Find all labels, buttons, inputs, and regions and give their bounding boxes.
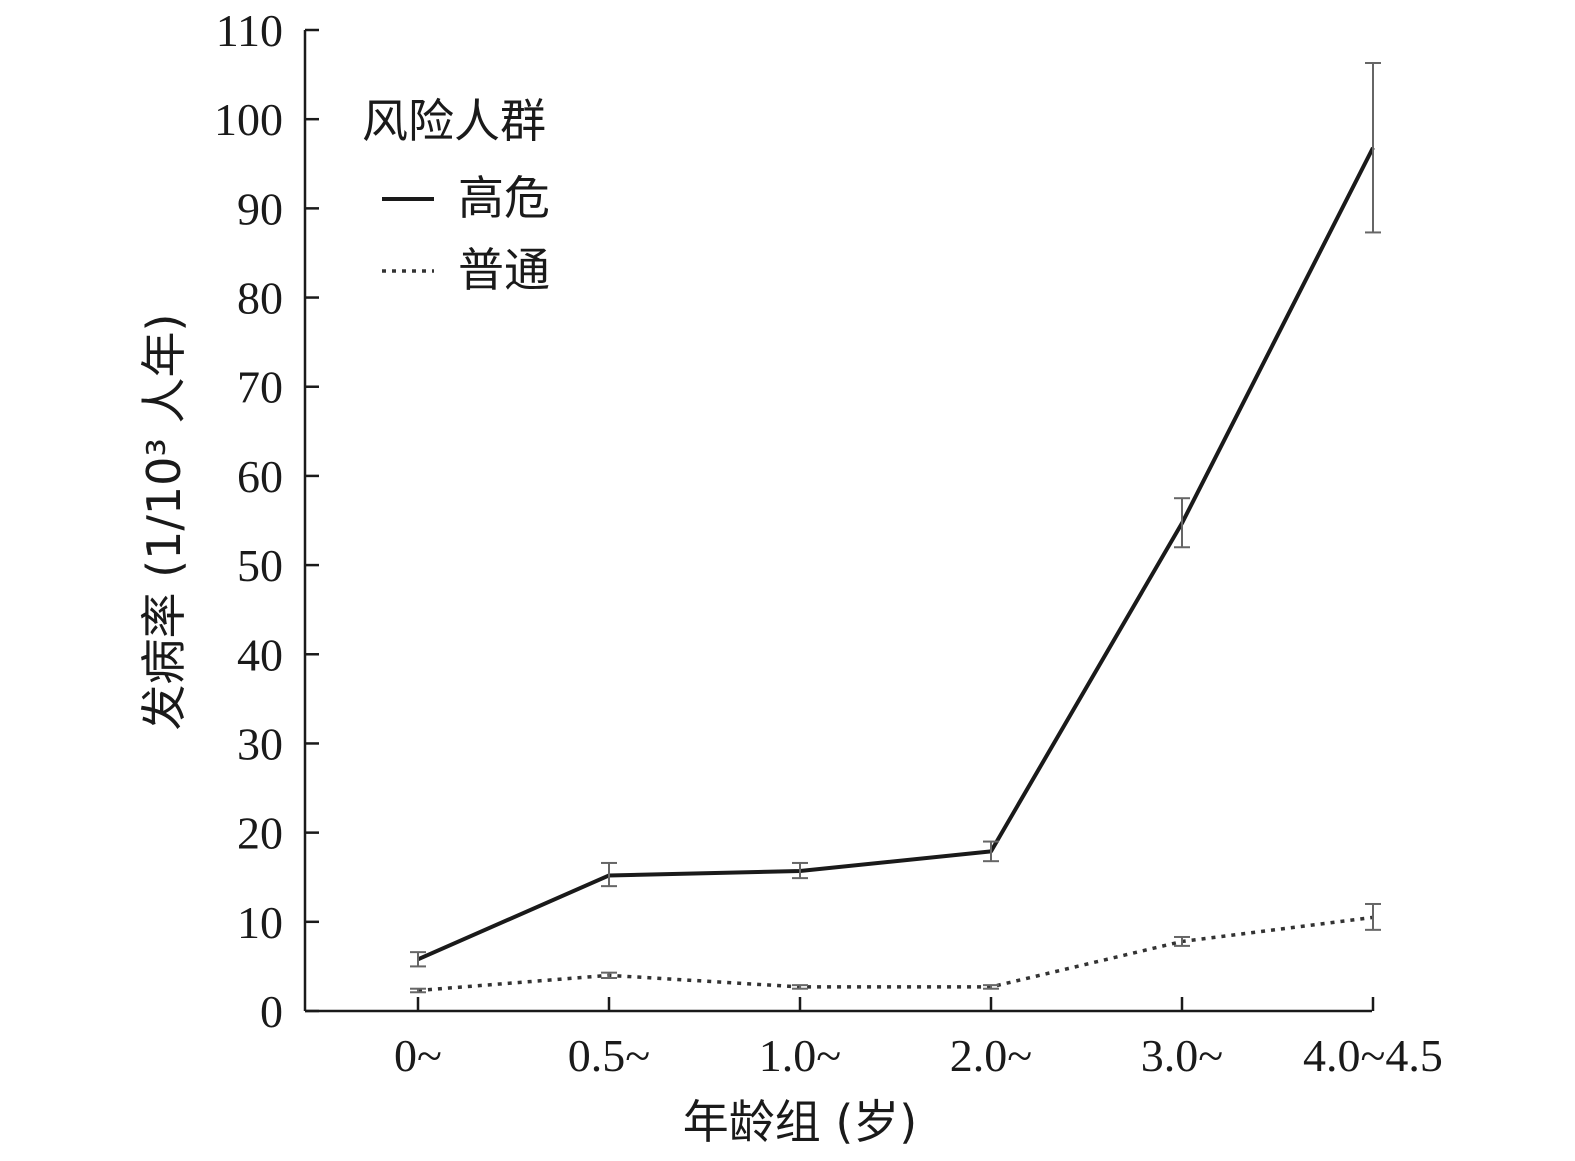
x-tick-label: 1.0~ [759, 1030, 841, 1081]
error-bar [410, 951, 426, 968]
y-tick-label: 40 [237, 629, 283, 680]
y-tick-label: 70 [237, 362, 283, 413]
series-line-normal [417, 915, 1374, 993]
error-bar [1365, 902, 1381, 931]
series-layer [417, 146, 1375, 993]
y-tick-label: 60 [237, 451, 283, 502]
axes: 0 10 20 30 40 50 60 70 80 90 100 110 0~ 0.5~ 1.0~ 2.0~… [214, 5, 1443, 1081]
x-tick-label: 2.0~ [950, 1030, 1032, 1081]
error-bar [1174, 935, 1190, 947]
error-bars [410, 61, 1381, 994]
series-line-high-risk [417, 146, 1375, 962]
legend-label-normal: 普通 [458, 243, 550, 297]
y-tick-label: 20 [237, 808, 283, 859]
legend-title: 风险人群 [362, 94, 546, 148]
x-tick-label: 0~ [394, 1030, 442, 1081]
legend: 风险人群 高危 普通 [362, 94, 550, 297]
x-tick-label: 3.0~ [1141, 1030, 1223, 1081]
error-bar [410, 987, 426, 994]
y-tick-label: 30 [237, 718, 283, 769]
y-tick-label: 0 [260, 986, 283, 1037]
error-bar [1365, 61, 1381, 234]
x-ticks: 0~ 0.5~ 1.0~ 2.0~ 3.0~ 4.0~4.5 [394, 997, 1443, 1081]
x-axis-title: 年龄组 (岁) [683, 1095, 918, 1149]
x-tick-label: 0.5~ [568, 1030, 650, 1081]
error-bar [983, 984, 999, 990]
y-ticks: 0 10 20 30 40 50 60 70 80 90 100 110 [214, 5, 319, 1037]
y-tick-label: 100 [214, 94, 283, 145]
error-bar [792, 861, 808, 880]
x-tick-label: 4.0~4.5 [1303, 1030, 1443, 1081]
y-tick-label: 50 [237, 540, 283, 591]
y-tick-label: 110 [216, 5, 283, 56]
y-tick-label: 90 [237, 183, 283, 234]
error-bar [792, 984, 808, 990]
legend-label-high-risk: 高危 [458, 171, 550, 225]
y-tick-label: 10 [237, 897, 283, 948]
error-bar [983, 840, 999, 863]
y-axis-title: 发病率 (1/10³ 人年) [137, 314, 191, 731]
error-bar [1174, 497, 1190, 549]
error-bar [601, 971, 617, 980]
y-tick-label: 80 [237, 273, 283, 324]
error-bar [601, 861, 617, 888]
